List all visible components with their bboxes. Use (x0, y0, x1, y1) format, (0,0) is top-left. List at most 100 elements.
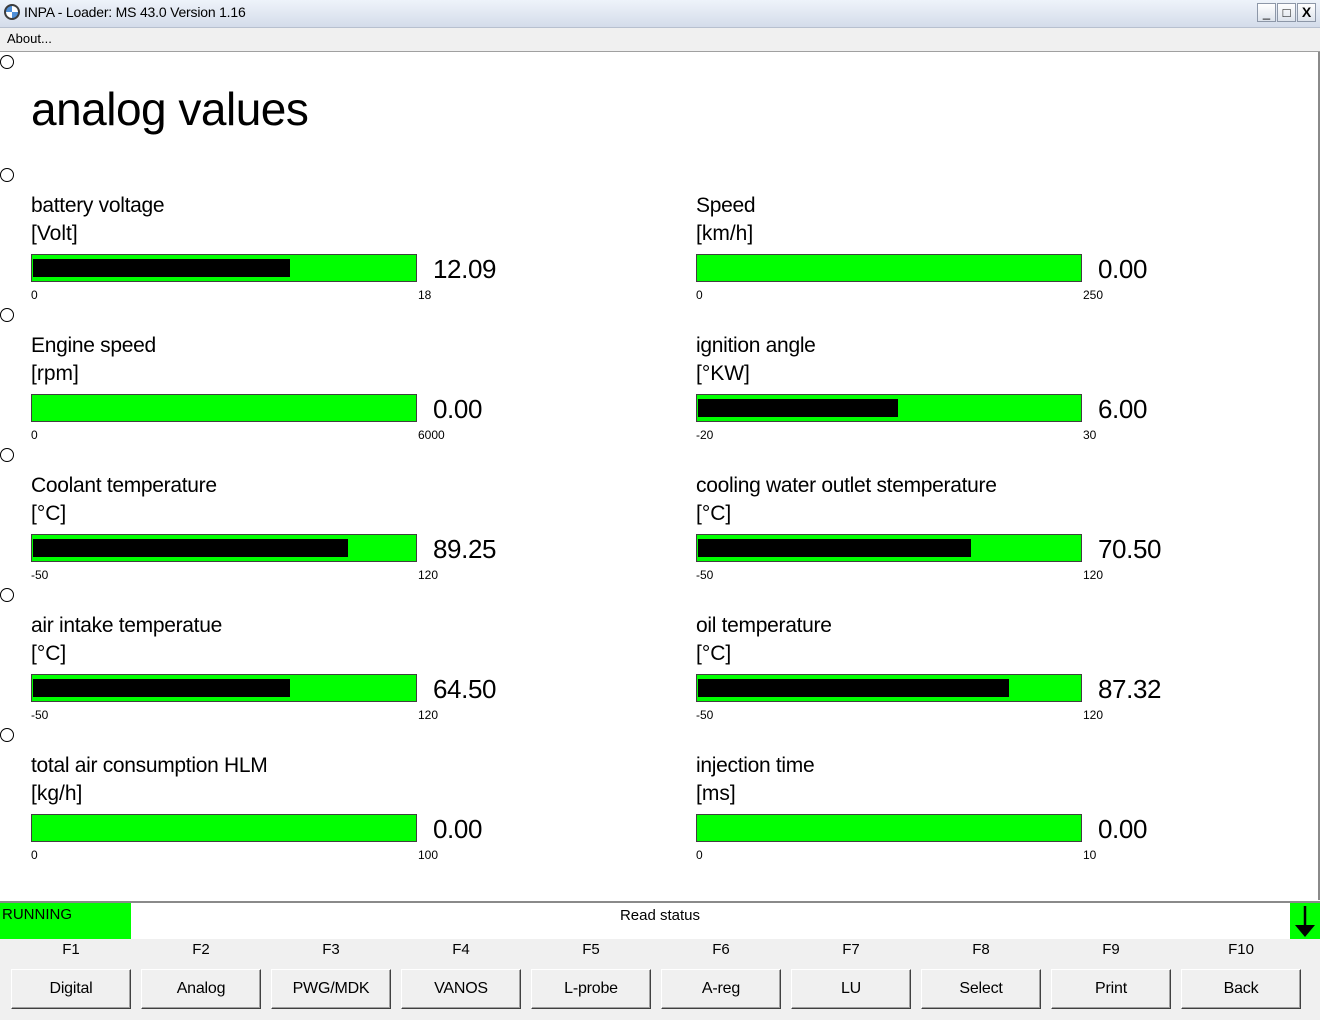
fkey-f3: F3 PWG/MDK (271, 939, 391, 1013)
gauge-bar (31, 394, 417, 422)
fkey-label: F8 (972, 941, 990, 958)
gauge-fill (33, 259, 290, 277)
gauge-unit: [rpm] (31, 362, 79, 385)
gauge-fill (698, 679, 1009, 697)
gauge-max: 30 (1083, 428, 1097, 442)
row-marker-icon (0, 728, 14, 742)
maximize-button[interactable]: □ (1277, 3, 1296, 22)
fkey-f1: F1 Digital (11, 939, 131, 1013)
close-button[interactable]: X (1297, 3, 1316, 22)
status-badge: RUNNING (0, 903, 131, 939)
fkey-f5: F5 L-probe (531, 939, 651, 1013)
window-title-bar[interactable]: INPA - Loader: MS 43.0 Version 1.16 _ □ … (0, 0, 1320, 28)
gauge-unit: [°C] (696, 642, 732, 665)
row-marker-icon (0, 55, 14, 69)
gauge-total-air-consumption: total air consumption HLM [kg/h] 0.00 0 … (31, 754, 571, 874)
gauge-unit: [°C] (696, 502, 732, 525)
gauge-bar (696, 814, 1082, 842)
gauge-fill (33, 539, 348, 557)
gauge-value: 87.32 (1098, 674, 1162, 704)
vanos-button[interactable]: VANOS (401, 969, 521, 1009)
pwg-mdk-button[interactable]: PWG/MDK (271, 969, 391, 1009)
gauge-max: 18 (418, 288, 432, 302)
fkey-label: F6 (712, 941, 730, 958)
fkey-label: F5 (582, 941, 600, 958)
back-button[interactable]: Back (1181, 969, 1301, 1009)
gauge-unit: [ms] (696, 782, 736, 805)
gauge-label: total air consumption HLM (31, 754, 268, 777)
gauge-unit: [°C] (31, 502, 67, 525)
gauge-value: 64.50 (433, 674, 497, 704)
gauge-min: -50 (696, 708, 714, 722)
fkey-label: F4 (452, 941, 470, 958)
row-marker-icon (0, 448, 14, 462)
print-button[interactable]: Print (1051, 969, 1171, 1009)
gauge-speed: Speed [km/h] 0.00 0 250 (696, 194, 1236, 314)
gauge-bar (696, 534, 1082, 562)
gauge-unit: [km/h] (696, 222, 754, 245)
gauge-value: 12.09 (433, 254, 497, 284)
lu-button[interactable]: LU (791, 969, 911, 1009)
gauge-cooling-water-outlet-temperature: cooling water outlet stemperature [°C] 7… (696, 474, 1236, 594)
scroll-down-arrow-icon[interactable] (1290, 903, 1320, 939)
gauge-battery-voltage: battery voltage [Volt] 12.09 0 18 (31, 194, 571, 314)
gauge-min: 0 (31, 288, 38, 302)
gauge-bar (696, 394, 1082, 422)
gauge-bar (31, 674, 417, 702)
gauge-min: -50 (696, 568, 714, 582)
row-marker-icon (0, 588, 14, 602)
gauge-unit: [°C] (31, 642, 67, 665)
gauge-bar (31, 254, 417, 282)
gauge-unit: [Volt] (31, 222, 78, 245)
gauge-min: 0 (31, 848, 38, 862)
gauge-oil-temperature: oil temperature [°C] 87.32 -50 120 (696, 614, 1236, 734)
a-reg-button[interactable]: A-reg (661, 969, 781, 1009)
fkey-f7: F7 LU (791, 939, 911, 1013)
gauge-air-intake-temperature: air intake temperatue [°C] 64.50 -50 120 (31, 614, 571, 734)
gauge-bar (696, 674, 1082, 702)
gauge-bar (696, 254, 1082, 282)
gauge-label: air intake temperatue (31, 614, 222, 637)
gauge-label: injection time (696, 754, 815, 777)
gauge-fill (698, 539, 971, 557)
gauge-value: 0.00 (433, 394, 483, 424)
gauge-unit: [kg/h] (31, 782, 83, 805)
status-message: Read status (619, 907, 701, 924)
gauge-value: 6.00 (1098, 394, 1148, 424)
fkey-label: F1 (62, 941, 80, 958)
analog-button[interactable]: Analog (141, 969, 261, 1009)
gauge-unit: [°KW] (696, 362, 750, 385)
menu-item-about[interactable]: About... (7, 31, 52, 46)
gauge-min: -50 (31, 568, 49, 582)
function-key-bar: F1 Digital F2 Analog F3 PWG/MDK F4 VANOS… (0, 939, 1320, 1020)
fkey-label: F7 (842, 941, 860, 958)
gauge-max: 120 (418, 708, 439, 722)
gauge-label: battery voltage (31, 194, 165, 217)
l-probe-button[interactable]: L-probe (531, 969, 651, 1009)
gauge-fill (33, 679, 290, 697)
gauge-max: 250 (1083, 288, 1104, 302)
page-title: analog values (31, 83, 309, 135)
fkey-f9: F9 Print (1051, 939, 1171, 1013)
gauge-min: -20 (696, 428, 714, 442)
gauge-max: 10 (1083, 848, 1097, 862)
gauge-bar (31, 814, 417, 842)
gauge-engine-speed: Engine speed [rpm] 0.00 0 6000 (31, 334, 571, 454)
status-bar: Read status RUNNING (0, 901, 1320, 941)
minimize-button[interactable]: _ (1257, 3, 1276, 22)
gauge-max: 120 (418, 568, 439, 582)
row-marker-icon (0, 168, 14, 182)
fkey-f10: F10 Back (1181, 939, 1301, 1013)
fkey-label: F10 (1228, 941, 1254, 958)
gauge-max: 120 (1083, 708, 1104, 722)
gauge-coolant-temperature: Coolant temperature [°C] 89.25 -50 120 (31, 474, 571, 594)
gauge-label: Engine speed (31, 334, 156, 357)
gauge-max: 120 (1083, 568, 1104, 582)
fkey-f6: F6 A-reg (661, 939, 781, 1013)
fkey-label: F3 (322, 941, 340, 958)
gauge-max: 100 (418, 848, 439, 862)
gauge-max: 6000 (418, 428, 445, 442)
gauge-ignition-angle: ignition angle [°KW] 6.00 -20 30 (696, 334, 1236, 454)
digital-button[interactable]: Digital (11, 969, 131, 1009)
select-button[interactable]: Select (921, 969, 1041, 1009)
